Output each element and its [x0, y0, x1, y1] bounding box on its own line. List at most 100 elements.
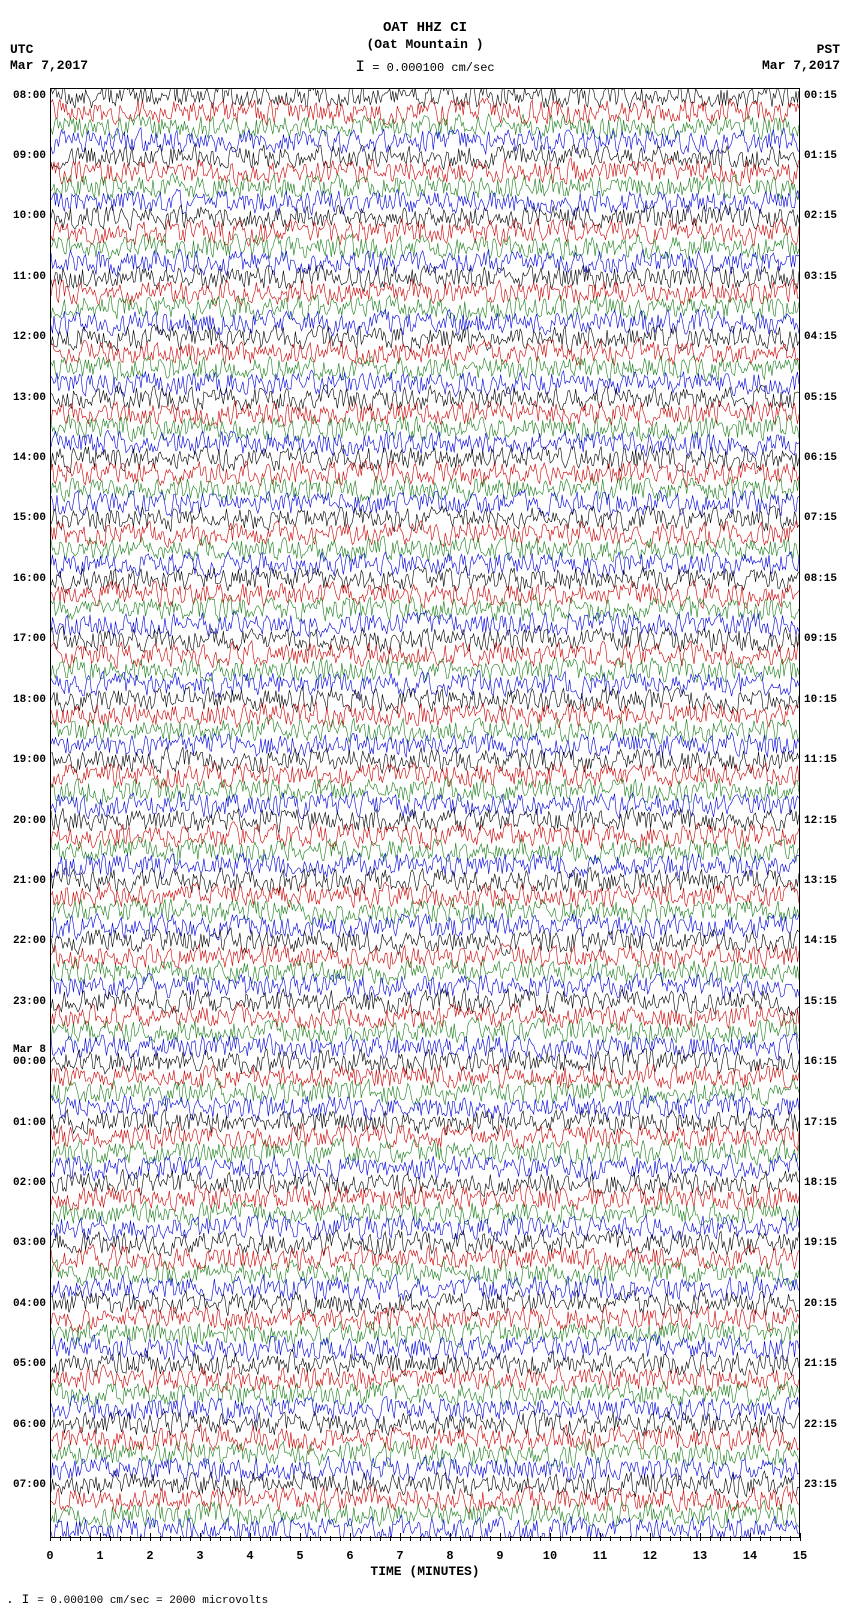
trace-line	[51, 1350, 799, 1377]
x-minor-tick	[590, 1536, 591, 1541]
left-date-marker: Mar 8	[13, 1044, 46, 1056]
x-minor-tick	[270, 1536, 271, 1541]
x-tick-mark	[650, 1533, 651, 1541]
tz-left-date: Mar 7,2017	[10, 58, 88, 74]
x-tick-label: 5	[296, 1549, 303, 1563]
left-time-label: 16:00	[13, 573, 46, 585]
tz-left-label: UTC	[10, 42, 88, 58]
x-tick-label: 2	[146, 1549, 153, 1563]
left-time-label: 04:00	[13, 1298, 46, 1310]
trace-line	[51, 1500, 799, 1528]
trace-line	[51, 657, 799, 682]
x-minor-tick	[290, 1536, 291, 1541]
x-minor-tick	[110, 1536, 111, 1541]
trace-line	[51, 89, 799, 109]
left-time-label: 02:00	[13, 1177, 46, 1189]
trace-line	[51, 822, 799, 850]
trace-line	[51, 959, 799, 985]
plot-area	[50, 88, 800, 1538]
trace-line	[51, 1124, 799, 1150]
trace-line	[51, 641, 799, 669]
trace-line	[51, 1395, 799, 1423]
x-minor-tick	[760, 1536, 761, 1541]
trace-line	[51, 1229, 799, 1255]
x-minor-tick	[80, 1536, 81, 1541]
right-time-label: 19:15	[804, 1237, 837, 1249]
x-tick-mark	[700, 1533, 701, 1541]
trace-line	[51, 1003, 799, 1031]
trace-line	[51, 581, 799, 609]
x-minor-tick	[480, 1536, 481, 1541]
trace-line	[51, 234, 799, 261]
left-time-label: 23:00	[13, 996, 46, 1008]
x-tick-mark	[200, 1533, 201, 1541]
tz-right-label: PST	[762, 42, 840, 58]
trace-line	[51, 733, 799, 758]
x-minor-tick	[720, 1536, 721, 1541]
x-minor-tick	[430, 1536, 431, 1541]
x-tick-mark	[550, 1533, 551, 1541]
x-tick-label: 9	[496, 1549, 503, 1563]
seismogram-page: OAT HHZ CI (Oat Mountain ) I = 0.000100 …	[0, 0, 850, 1613]
x-tick-mark	[350, 1533, 351, 1541]
right-time-label: 01:15	[804, 150, 837, 162]
trace-line	[51, 943, 799, 969]
right-time-label: 23:15	[804, 1479, 837, 1491]
x-tick-mark	[100, 1533, 101, 1541]
footer: . I = 0.000100 cm/sec = 2000 microvolts	[6, 1592, 268, 1607]
x-tick-label: 6	[346, 1549, 353, 1563]
trace-line	[51, 1456, 799, 1482]
right-time-label: 18:15	[804, 1177, 837, 1189]
right-time-label: 16:15	[804, 1056, 837, 1068]
right-time-label: 22:15	[804, 1419, 837, 1431]
right-time-label: 17:15	[804, 1117, 837, 1129]
x-minor-tick	[710, 1536, 711, 1541]
left-time-label: 19:00	[13, 754, 46, 766]
trace-line	[51, 506, 799, 532]
trace-line	[51, 611, 799, 636]
right-time-label: 06:15	[804, 452, 837, 464]
x-minor-tick	[470, 1536, 471, 1541]
trace-line	[51, 128, 799, 155]
x-minor-tick	[320, 1536, 321, 1541]
right-time-label: 05:15	[804, 392, 837, 404]
x-minor-tick	[690, 1536, 691, 1541]
x-minor-tick	[280, 1536, 281, 1541]
trace-line	[51, 1471, 799, 1498]
x-minor-tick	[120, 1536, 121, 1541]
x-minor-tick	[770, 1536, 771, 1541]
x-tick-label: 11	[593, 1549, 607, 1563]
trace-line	[51, 430, 799, 456]
x-minor-tick	[610, 1536, 611, 1541]
x-minor-tick	[190, 1536, 191, 1541]
trace-line	[51, 279, 799, 306]
trace-line	[51, 913, 799, 940]
x-tick-mark	[750, 1533, 751, 1541]
trace-line	[51, 158, 799, 186]
x-tick-label: 14	[743, 1549, 757, 1563]
x-minor-tick	[310, 1536, 311, 1541]
x-minor-tick	[370, 1536, 371, 1541]
x-minor-tick	[130, 1536, 131, 1541]
right-time-label: 03:15	[804, 271, 837, 283]
trace-line	[51, 460, 799, 487]
x-tick-label: 7	[396, 1549, 403, 1563]
right-time-label: 21:15	[804, 1358, 837, 1370]
x-tick-label: 4	[246, 1549, 253, 1563]
tz-right-date: Mar 7,2017	[762, 58, 840, 74]
x-minor-tick	[730, 1536, 731, 1541]
x-minor-tick	[540, 1536, 541, 1541]
x-minor-tick	[630, 1536, 631, 1541]
x-minor-tick	[660, 1536, 661, 1541]
left-time-label: 11:00	[13, 271, 46, 283]
right-time-label: 10:15	[804, 694, 837, 706]
left-time-label: 12:00	[13, 331, 46, 343]
trace-line	[51, 1486, 799, 1514]
trace-line	[51, 1365, 799, 1393]
trace-line	[51, 219, 799, 246]
tz-left-block: UTC Mar 7,2017	[10, 42, 88, 73]
trace-line	[51, 445, 799, 472]
right-time-label: 02:15	[804, 210, 837, 222]
station-subtitle: (Oat Mountain )	[0, 37, 850, 53]
footer-scale-icon: . I	[6, 1592, 37, 1607]
